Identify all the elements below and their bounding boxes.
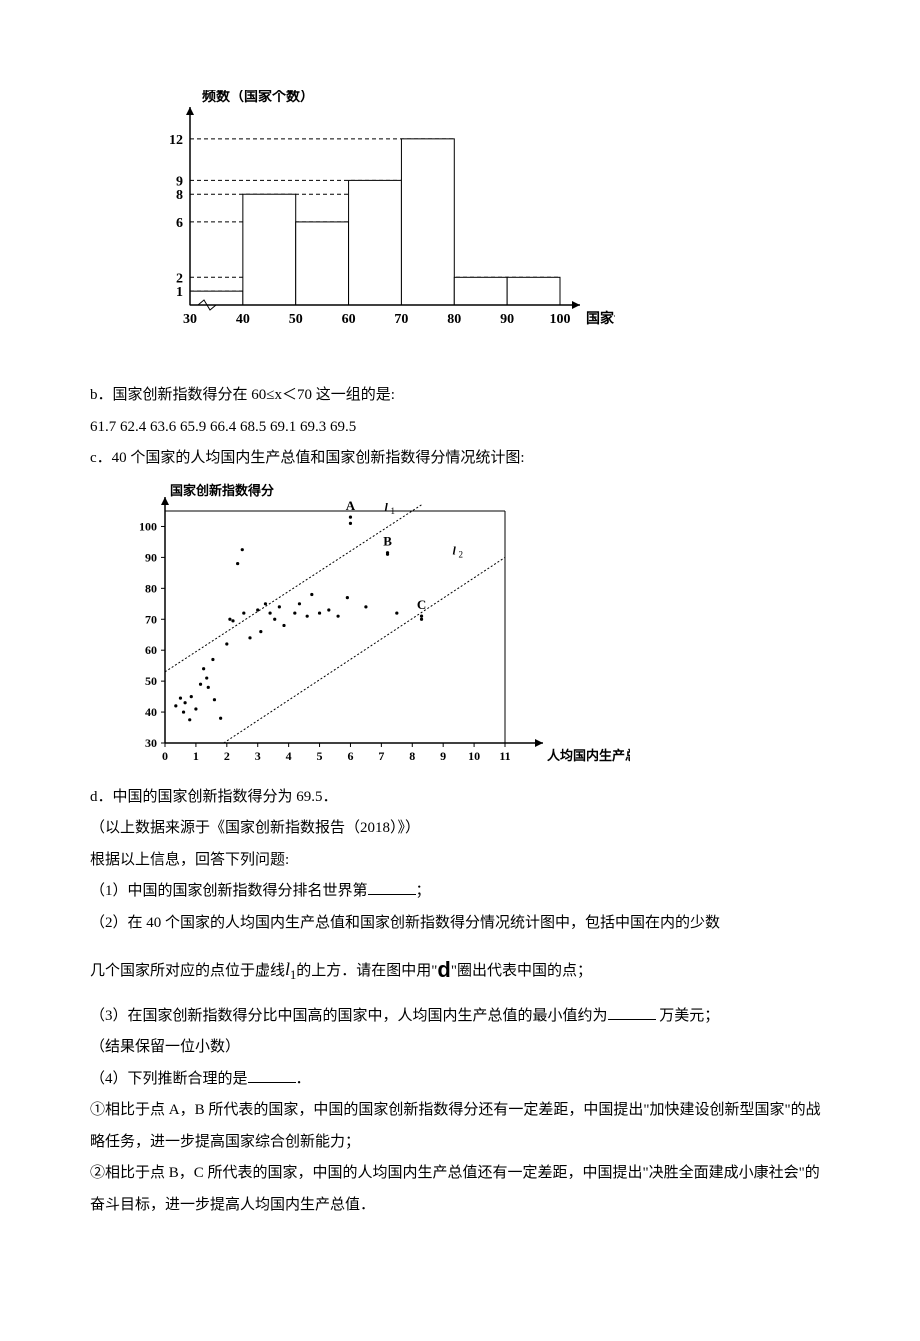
histogram-chart: 30 40 50 60 70 80 90 100 12 6 89 12 频数（国家个数） 国家创新指数得分: [145, 90, 830, 350]
svg-text:B: B: [383, 533, 392, 548]
question-4: （4）下列推断合理的是 ．: [90, 1064, 830, 1096]
question-3: （3）在国家创新指数得分比中国高的国家中，人均国内生产总值的最小值约为 万美元；: [90, 1001, 830, 1033]
data-source: （以上数据来源于《国家创新指数报告（2018）》）: [90, 813, 830, 845]
svg-text:l: l: [384, 500, 388, 514]
q1-end: ；: [416, 883, 431, 899]
question-prompt: 根据以上信息，回答下列问题:: [90, 845, 830, 877]
svg-text:2: 2: [458, 549, 463, 559]
question-2-line2: 几个国家所对应的点位于虚线l1的上方．请在图中用"d"圈出代表中国的点；: [90, 939, 830, 1001]
svg-text:1: 1: [390, 506, 395, 516]
q1-blank: [368, 879, 416, 895]
svg-text:4: 4: [286, 749, 292, 763]
svg-text:10: 10: [468, 749, 480, 763]
svg-text:40: 40: [145, 705, 157, 719]
svg-text:30: 30: [183, 312, 197, 327]
question-2-line1: （2）在 40 个国家的人均国内生产总值和国家创新指数得分情况统计图中，包括中国…: [90, 908, 830, 940]
svg-text:60: 60: [145, 643, 157, 657]
section-b-values: 61.7 62.4 63.6 65.9 66.4 68.5 69.1 69.3 …: [90, 412, 830, 444]
section-c: c．40 个国家的人均国内生产总值和国家创新指数得分情况统计图:: [90, 443, 830, 475]
section-b-label: b．国家创新指数得分在 60≤x＜70 这一组的是:: [90, 380, 830, 412]
svg-text:60: 60: [342, 312, 356, 327]
q2b-a: 几个国家所对应的点位于虚线: [90, 963, 285, 979]
svg-text:50: 50: [289, 312, 303, 327]
q3-a: （3）在国家创新指数得分比中国高的国家中，人均国内生产总值的最小值约为: [90, 1008, 608, 1024]
svg-text:0: 0: [162, 749, 168, 763]
svg-text:国家创新指数得分: 国家创新指数得分: [586, 310, 615, 327]
svg-text:40: 40: [236, 312, 250, 327]
svg-text:2: 2: [224, 749, 230, 763]
svg-text:6: 6: [347, 749, 353, 763]
svg-text:2: 2: [176, 271, 183, 286]
question-3-note: （结果保留一位小数）: [90, 1032, 830, 1064]
svg-text:50: 50: [145, 674, 157, 688]
svg-text:1: 1: [193, 749, 199, 763]
svg-text:12: 12: [169, 133, 183, 148]
svg-text:80: 80: [447, 312, 461, 327]
q3-blank: [608, 1004, 656, 1020]
option-1: ①相比于点 A，B 所代表的国家，中国的国家创新指数得分还有一定差距，中国提出"…: [90, 1095, 830, 1158]
svg-text:90: 90: [145, 550, 157, 564]
q4-a: （4）下列推断合理的是: [90, 1071, 248, 1087]
svg-text:9: 9: [440, 749, 446, 763]
svg-text:5: 5: [317, 749, 323, 763]
svg-text:100: 100: [550, 312, 571, 327]
svg-text:A: A: [346, 498, 356, 513]
svg-text:8: 8: [409, 749, 415, 763]
svg-text:频数（国家个数）: 频数（国家个数）: [202, 90, 314, 105]
svg-text:1: 1: [176, 285, 183, 300]
q1-text: （1）中国的国家创新指数得分排名世界第: [90, 883, 368, 899]
q3-b: 万美元；: [659, 1008, 719, 1024]
q2b-b: 的上方．请在图中用": [296, 963, 437, 979]
scatter-chart: l1l2ABC0123456789101130405060708090100国家…: [110, 481, 830, 776]
svg-text:80: 80: [145, 581, 157, 595]
svg-text:国家创新指数得分: 国家创新指数得分: [170, 483, 274, 498]
svg-text:7: 7: [378, 749, 384, 763]
q2b-c: "圈出代表中国的点；: [451, 963, 592, 979]
svg-text:30: 30: [145, 736, 157, 750]
svg-text:100: 100: [139, 519, 157, 533]
svg-text:70: 70: [394, 312, 408, 327]
svg-text:11: 11: [499, 749, 510, 763]
svg-text:3: 3: [255, 749, 261, 763]
section-d: d．中国的国家创新指数得分为 69.5．: [90, 782, 830, 814]
svg-text:l: l: [452, 543, 456, 557]
option-2: ②相比于点 B，C 所代表的国家，中国的人均国内生产总值还有一定差距，中国提出"…: [90, 1158, 830, 1221]
svg-text:9: 9: [176, 174, 183, 189]
svg-text:6: 6: [176, 216, 183, 231]
svg-text:90: 90: [500, 312, 514, 327]
circle-glyph: d: [437, 957, 450, 982]
svg-text:人均国内生产总值/万元: 人均国内生产总值/万元: [547, 748, 630, 763]
question-1: （1）中国的国家创新指数得分排名世界第 ；: [90, 876, 830, 908]
q4-blank: [248, 1067, 296, 1083]
svg-text:C: C: [417, 597, 426, 612]
svg-text:70: 70: [145, 612, 157, 626]
q4-b: ．: [296, 1071, 311, 1087]
svg-text:8: 8: [176, 188, 183, 203]
